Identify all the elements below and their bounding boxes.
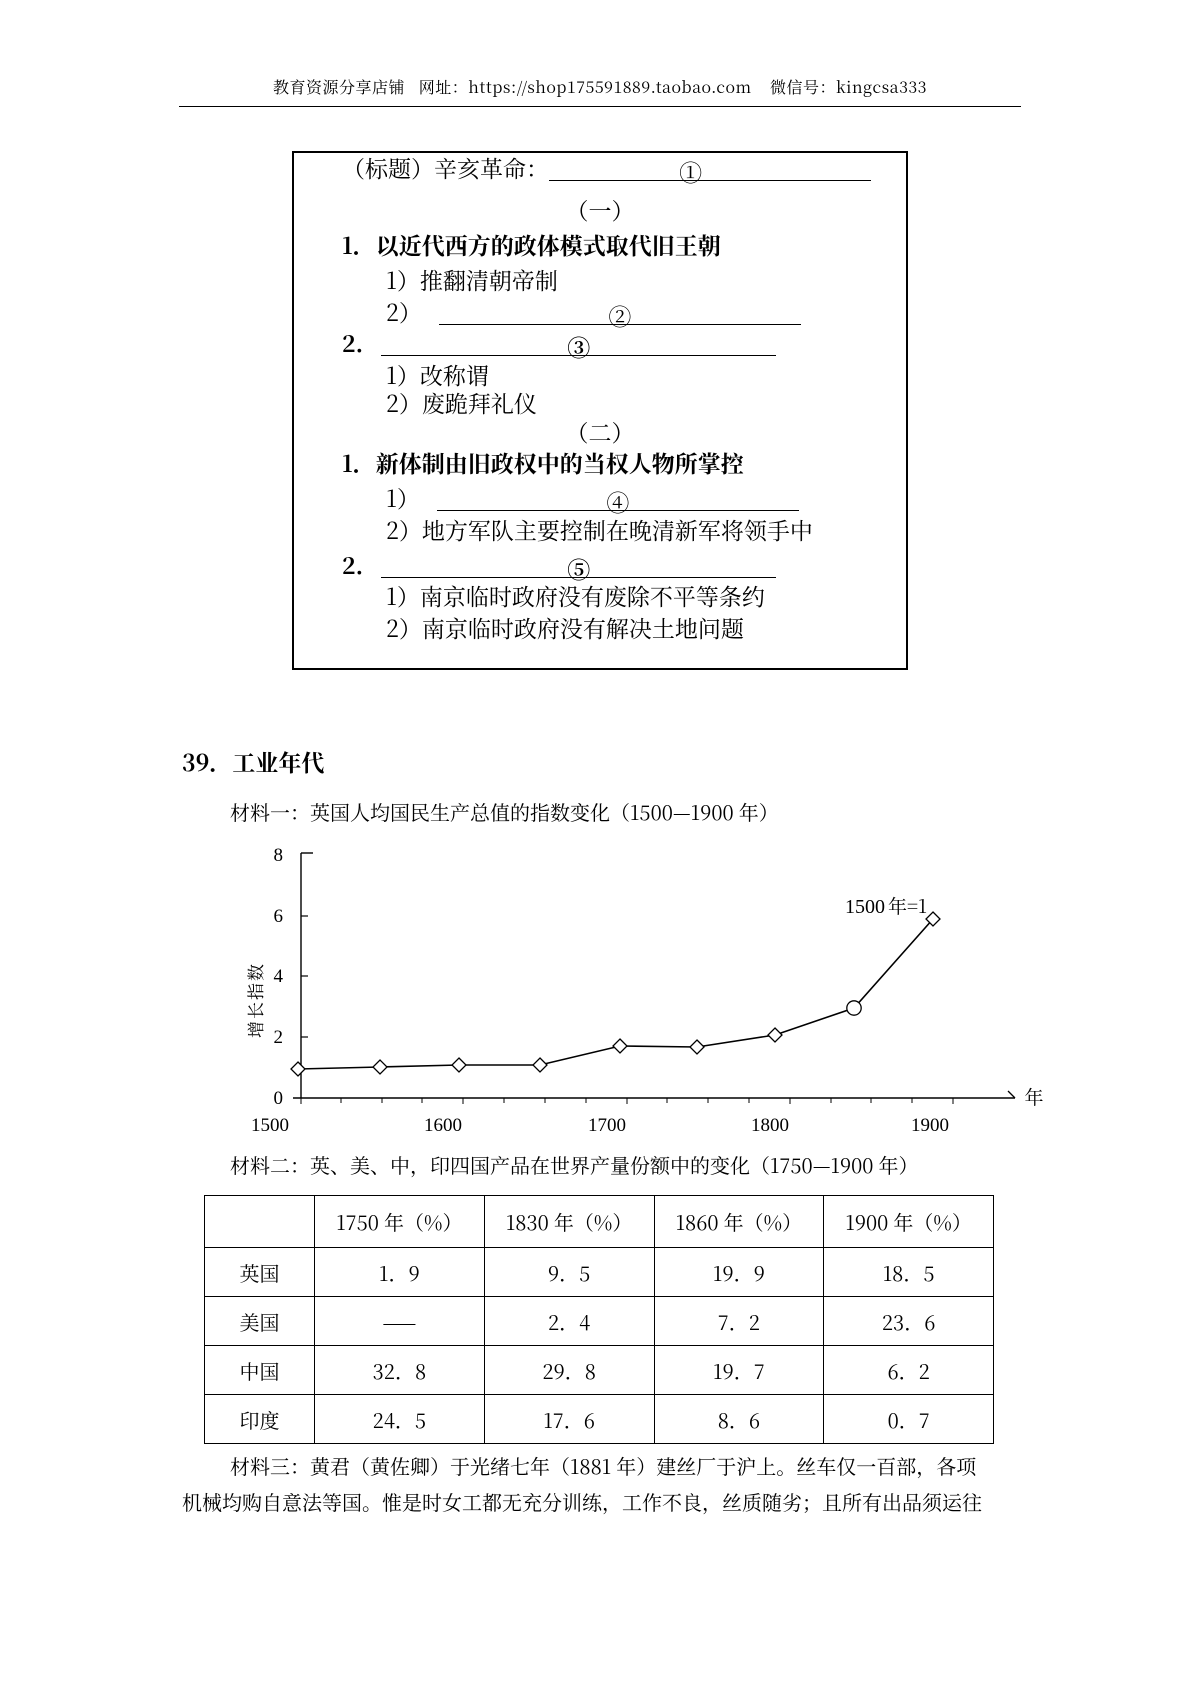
svg-text:年: 年 [1024, 1083, 1043, 1110]
svg-text:1600: 1600 [424, 1115, 462, 1136]
svg-text:1500: 1500 [845, 896, 885, 918]
svg-text:1800: 1800 [751, 1115, 789, 1136]
svg-text:1900: 1900 [911, 1115, 949, 1136]
svg-text:增长指数: 增长指数 [242, 962, 267, 1038]
svg-text:2: 2 [274, 1027, 284, 1048]
svg-text:4: 4 [274, 966, 284, 987]
svg-text:0: 0 [274, 1088, 284, 1109]
svg-text:8: 8 [274, 845, 284, 866]
svg-text:1700: 1700 [588, 1115, 626, 1136]
svg-text:年=1: 年=1 [888, 892, 927, 919]
svg-text:6: 6 [274, 906, 284, 927]
svg-text:1500: 1500 [251, 1115, 289, 1136]
